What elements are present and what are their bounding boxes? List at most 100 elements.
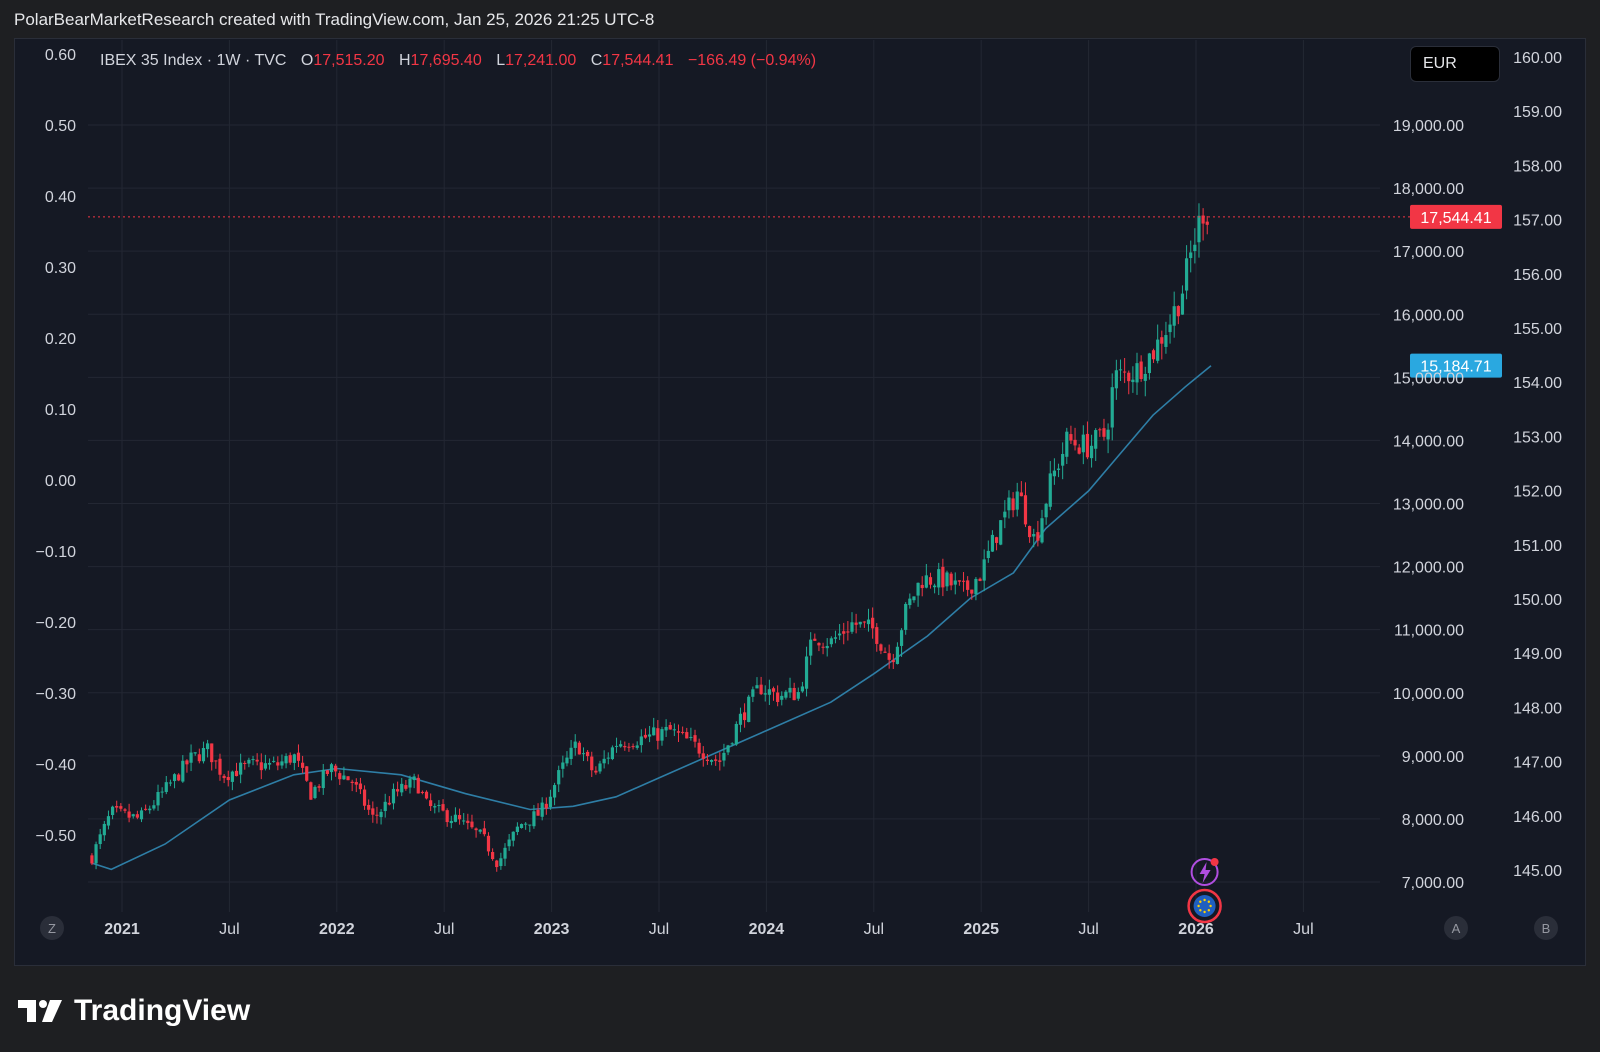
candle-body [396,789,400,792]
candle-body [813,638,817,641]
candle-body [879,644,883,651]
candle-body [548,796,553,808]
candle-body [292,754,296,763]
left-axis-tick-label: 0.50 [45,118,76,135]
left-axis-tick-label: −0.50 [36,828,77,845]
candle-body [763,693,767,695]
chart-caption: PolarBearMarketResearch created with Tra… [14,10,655,29]
candle-body [375,814,379,816]
candle-body [858,621,862,625]
chart-pane[interactable] [14,38,1586,966]
candle-body [982,559,986,581]
left-axis-tick-label: 0.40 [45,189,76,206]
candle-body [507,839,511,847]
right-axis-tick-label: 151.00 [1513,538,1562,555]
candle-body [218,758,222,775]
candle-body [809,639,813,656]
candle-body [528,824,532,826]
candle-body [846,631,850,633]
candle-body [714,759,718,761]
candle-body [1044,503,1048,518]
candle-body [135,814,139,818]
right-axis-tick-label: 150.00 [1513,592,1562,609]
candle-body [358,783,363,790]
candle-body [928,577,933,585]
candle-body [920,584,924,589]
candle-body [573,741,577,748]
candle-body [1131,379,1135,383]
price-tick-label: 17,000.00 [1393,244,1464,261]
candle-body [639,736,643,746]
candle-body [833,637,838,639]
candle-body [387,802,391,805]
candle-body [168,782,173,784]
candle-body [1065,431,1069,457]
candle-body [689,736,693,738]
candle-body [883,651,887,653]
candle-body [90,855,94,864]
legend-low-label: L [496,52,506,69]
candle-body [755,685,759,689]
candle-body [519,824,524,828]
price-tick-label: 13,000.00 [1393,497,1464,514]
candle-body [177,774,181,781]
candle-body [1164,335,1168,347]
candle-body [718,760,722,762]
legend-change-value: −166.49 (−0.94%) [687,52,817,69]
time-tick-label: Jul [219,921,239,938]
moving-average-layer [91,365,1212,871]
scale-b-button[interactable]: B [1534,916,1558,940]
candle-body [1077,447,1081,454]
scale-a-button[interactable]: A [1444,916,1468,940]
right-axis-tick-label: 147.00 [1513,755,1562,772]
candle-body [433,806,437,808]
candle-body [300,762,305,768]
candle-body [429,800,433,807]
candle-body [1102,428,1106,437]
left-axis-tick-label: 0.10 [45,402,76,419]
candle-body [1168,324,1172,333]
eu-flag-star-icon [1203,910,1206,914]
candle-body [1147,353,1152,374]
symbol-legend: IBEX 35 Index · 1W · TVC O17,515.20 H17,… [100,52,816,70]
candle-body [222,775,226,779]
right-axis-tick-label: 158.00 [1513,158,1562,175]
candle-body [990,534,995,552]
candle-body [416,777,420,794]
candle-body [1011,498,1015,511]
candle-body [445,810,449,823]
candle-body [201,748,206,762]
ma-value-label-bg [1410,353,1502,378]
candle-body [205,743,210,750]
candle-body [210,743,214,763]
candle-body [656,728,660,741]
currency-button[interactable]: EUR [1410,46,1500,82]
candle-body [1156,339,1160,361]
candle-body [276,762,280,766]
candle-body [875,627,879,644]
scale-z-button[interactable]: Z [40,916,64,940]
candle-body [871,617,875,629]
eu-event-ring-icon [1187,888,1222,924]
candle-body [482,828,486,835]
eu-flag-star-icon [1199,909,1202,912]
candle-body [94,844,98,864]
tradingview-logo[interactable]: TradingView [18,994,250,1028]
candle-body [1094,430,1098,449]
candle-body [771,688,776,692]
candle-body [1123,371,1127,373]
candle-body [404,785,408,789]
candle-body [338,773,342,780]
candle-body [511,831,515,841]
candle-body [701,753,705,759]
candle-body [949,573,953,586]
candle-body [751,689,755,697]
candle-body [313,786,317,799]
candle-body [164,782,168,792]
candle-body [672,729,676,731]
candle-body [842,631,846,634]
price-tick-label: 8,000.00 [1402,812,1464,829]
candle-body [986,550,990,559]
price-tick-label: 9,000.00 [1402,749,1464,766]
